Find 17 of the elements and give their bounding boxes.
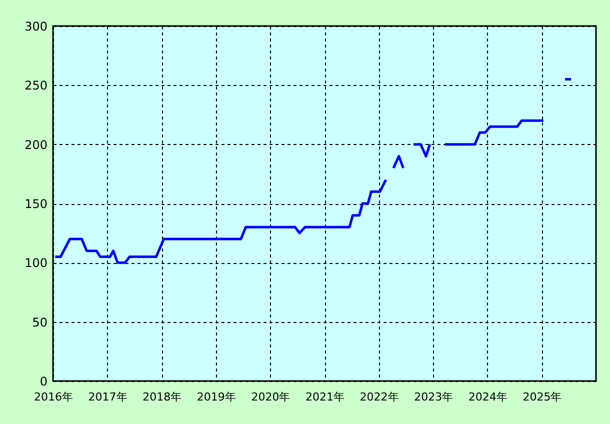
x-tick-label: 2024年 bbox=[468, 390, 508, 404]
y-tick-label: 200 bbox=[24, 138, 48, 152]
x-tick-label: 2020年 bbox=[251, 390, 290, 404]
y-tick-label: 0 bbox=[40, 374, 48, 388]
x-tick-label: 2022年 bbox=[360, 390, 399, 404]
x-tick-label: 2018年 bbox=[142, 390, 182, 404]
x-tick-label: 2017年 bbox=[88, 390, 128, 404]
y-tick-label: 50 bbox=[32, 315, 48, 330]
y-tick-label: 150 bbox=[24, 197, 48, 211]
x-tick-label: 2021年 bbox=[306, 390, 344, 404]
y-tick-label: 300 bbox=[24, 20, 48, 34]
x-tick-label: 2016年 bbox=[34, 390, 73, 404]
y-tick-label: 250 bbox=[24, 78, 48, 93]
x-tick-label: 2023年 bbox=[414, 390, 454, 404]
x-tick-label: 2025年 bbox=[522, 390, 562, 404]
y-tick-label: 100 bbox=[24, 256, 48, 270]
x-tick-label: 2019年 bbox=[196, 390, 236, 404]
